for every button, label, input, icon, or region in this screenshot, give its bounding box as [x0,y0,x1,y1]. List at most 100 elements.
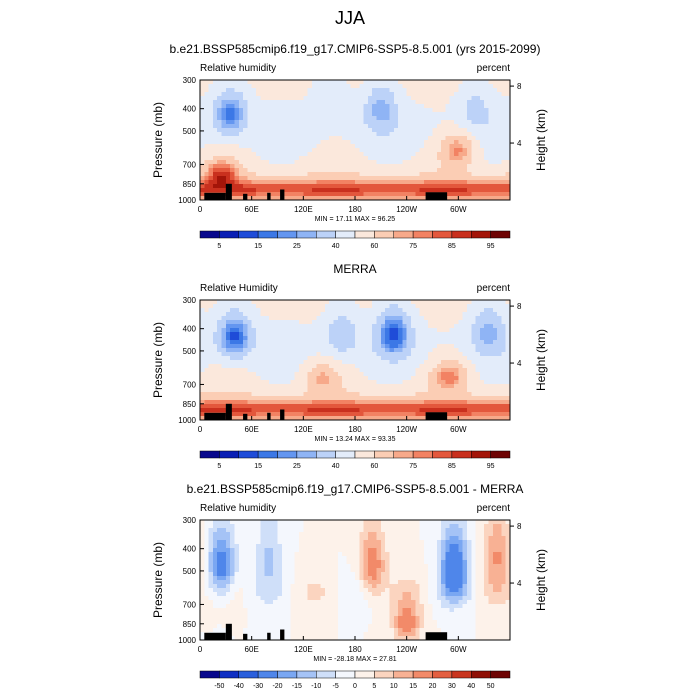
contour-cell [204,316,210,321]
colorbar-label: 60 [370,463,378,470]
contour-cell [436,96,442,101]
contour-cell [445,372,451,377]
contour-cell [329,304,335,309]
contour-cell [337,132,343,137]
contour-cell [208,180,214,185]
contour-cell [264,96,270,101]
contour-cell [303,308,309,313]
contour-cell [484,396,490,401]
contour-cell [410,396,416,401]
contour-cell [316,304,322,309]
contour-cell [230,380,236,385]
contour-cell [488,172,494,177]
contour-cell [419,136,425,141]
contour-cell [406,412,412,417]
contour-cell [342,332,347,337]
contour-cell [217,548,223,553]
contour-cell [385,128,391,133]
contour-cell [324,540,330,545]
contour-cell [350,416,356,421]
contour-cell [419,300,425,305]
contour-cell [355,320,360,325]
contour-cell [471,176,477,181]
contour-cell [299,124,304,129]
contour-cell [225,160,231,165]
contour-cell [441,140,447,145]
contour-cell [307,100,313,105]
pressure-tick-label: 700 [183,160,197,169]
contour-cell [337,376,343,381]
contour-cell [488,388,494,393]
contour-cell [367,100,373,105]
contour-cell [415,100,421,105]
contour-cell [255,168,261,173]
contour-cell [410,304,416,309]
contour-cell [243,148,248,153]
contour-cell [324,376,330,381]
contour-cell [217,376,223,381]
contour-cell [273,528,279,533]
contour-cell [505,196,511,201]
contour-cell [372,80,378,85]
contour-cell [329,160,335,165]
contour-cell [337,316,343,321]
contour-cell [415,532,421,537]
contour-cell [359,364,365,369]
contour-cell [217,320,223,325]
contour-cell [320,176,326,181]
contour-cell [299,396,304,401]
contour-cell [389,116,395,121]
contour-cell [294,364,300,369]
contour-cell [329,180,335,185]
contour-cell [363,160,369,165]
contour-cell [484,132,490,137]
contour-cell [212,88,218,93]
contour-cell [247,128,253,133]
contour-cell [346,136,352,141]
contour-cell [350,164,356,169]
contour-cell [333,104,339,109]
contour-cell [410,112,416,117]
contour-cell [277,168,283,173]
contour-cell [393,308,399,313]
contour-cell [337,352,343,357]
contour-cell [329,396,335,401]
contour-cell [423,100,429,105]
contour-cell [441,388,447,393]
contour-cell [423,156,429,161]
contour-cell [458,144,464,149]
contour-cell [264,192,270,197]
contour-cell [324,404,330,409]
contour-cell [346,416,352,421]
contour-cell [200,312,205,317]
contour-cell [380,352,386,357]
contour-cell [286,324,292,329]
contour-cell [303,172,309,177]
contour-cell [466,148,472,153]
contour-cell [402,536,408,541]
contour-cell [281,344,287,349]
contour-cell [355,388,360,393]
contour-cell [454,96,459,101]
contour-cell [204,140,210,145]
contour-cell [436,532,442,537]
contour-cell [342,128,347,133]
contour-cell [372,176,378,181]
contour-cell [307,188,313,193]
contour-cell [497,520,502,525]
contour-cell [484,376,490,381]
contour-cell [277,108,283,113]
contour-cell [501,120,507,125]
contour-cell [492,332,498,337]
contour-cell [385,520,391,525]
contour-cell [294,388,300,393]
contour-cell [299,540,304,545]
contour-cell [454,188,459,193]
contour-cell [406,340,412,345]
contour-cell [311,408,317,413]
contour-cell [479,388,485,393]
contour-cell [441,376,447,381]
contour-cell [505,156,511,161]
contour-cell [320,84,326,89]
contour-cell [363,148,369,153]
